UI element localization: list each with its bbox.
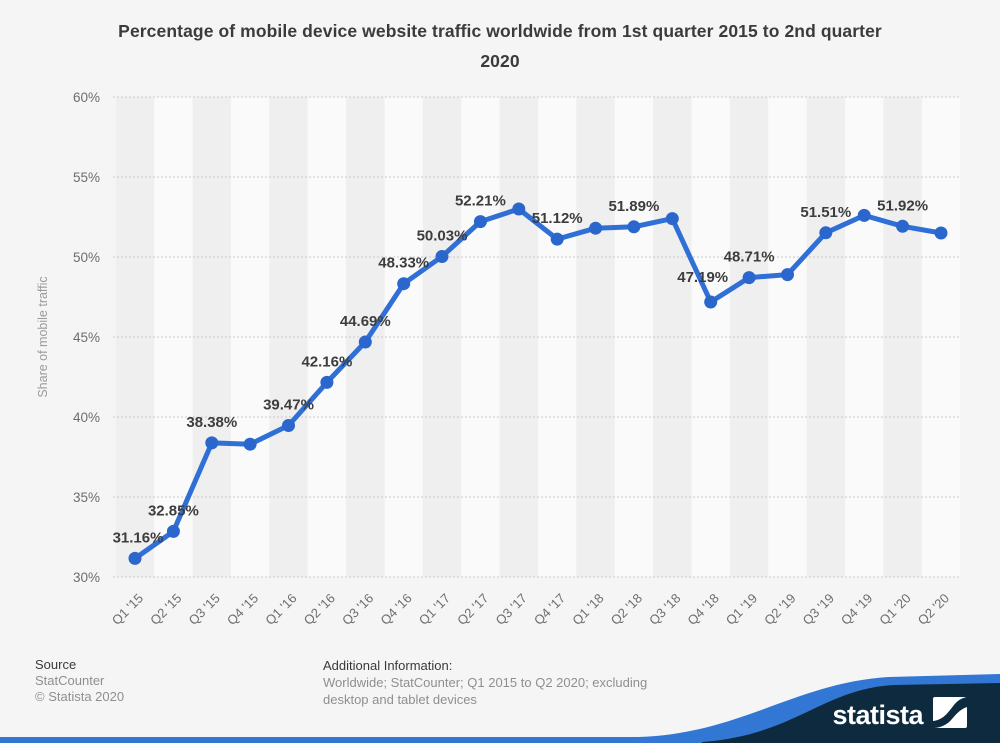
- x-tick-label: Q4 '15: [224, 591, 261, 628]
- y-tick-label: 55%: [73, 170, 100, 185]
- x-tick-label: Q1 '16: [262, 591, 299, 628]
- x-tick-label: Q3 '19: [800, 591, 837, 628]
- x-tick-label: Q2 '16: [301, 591, 338, 628]
- data-value-label: 48.71%: [724, 249, 775, 266]
- data-point: [934, 226, 948, 240]
- x-tick-label: Q1 '19: [723, 591, 760, 628]
- x-tick-label: Q1 '18: [569, 591, 606, 628]
- data-point: [320, 375, 334, 389]
- data-value-label: 32.85%: [148, 502, 199, 519]
- gridlines: [113, 96, 961, 578]
- statista-banner: statista: [0, 674, 1000, 743]
- data-point: [704, 295, 718, 309]
- x-tick-label: Q2 '15: [147, 591, 184, 628]
- x-tick-label: Q1 '20: [876, 591, 913, 628]
- additional-info-block: Additional Information: Worldwide; StatC…: [323, 657, 688, 708]
- x-tick-label: Q3 '17: [493, 591, 530, 628]
- y-tick-label: 35%: [73, 490, 100, 505]
- data-point: [742, 271, 756, 285]
- data-point: [665, 212, 679, 226]
- x-tick-label: Q2 '19: [761, 591, 798, 628]
- y-axis-title: Share of mobile traffic: [36, 276, 50, 397]
- data-value-label: 52.21%: [455, 193, 506, 210]
- data-value-label: 51.92%: [877, 197, 928, 214]
- statista-logo: statista: [832, 697, 967, 730]
- x-tick-label: Q3 '18: [646, 591, 683, 628]
- data-point: [243, 437, 257, 451]
- data-value-label: 51.89%: [608, 198, 659, 215]
- y-tick-label: 30%: [73, 570, 100, 585]
- data-value-label: 38.38%: [186, 414, 237, 431]
- data-value-label: 44.69%: [340, 313, 391, 330]
- chart-title: Percentage of mobile device website traf…: [118, 21, 882, 71]
- y-axis-tick-labels: 30% 35% 40% 45% 50% 55% 60%: [73, 90, 100, 585]
- x-tick-label: Q4 '18: [684, 591, 721, 628]
- data-point: [205, 436, 219, 450]
- data-point: [819, 226, 833, 240]
- x-axis-tick-labels: Q1 '15 Q2 '15 Q3 '15 Q4 '15 Q1 '16 Q2 '16 Q3 '…: [109, 591, 952, 628]
- data-point: [857, 208, 871, 222]
- data-point: [397, 277, 411, 291]
- x-tick-label: Q1 '17: [416, 591, 453, 628]
- data-point: [473, 215, 487, 229]
- additional-info-heading: Additional Information:: [323, 658, 453, 673]
- x-tick-label: Q4 '16: [377, 591, 414, 628]
- data-labels: 31.16% 32.85% 38.38% 39.47% 42.16% 44.69% 48.3…: [113, 193, 928, 547]
- banner-navy-wedge: [702, 683, 1000, 743]
- x-tick-label: Q2 '17: [454, 591, 491, 628]
- data-point: [512, 202, 526, 216]
- data-point: [550, 232, 564, 246]
- x-tick-label: Q4 '17: [531, 591, 568, 628]
- additional-info-text: Worldwide; StatCounter; Q1 2015 to Q2 20…: [323, 675, 648, 707]
- banner-blue-swoosh: [0, 674, 1000, 743]
- data-value-label: 31.16%: [113, 529, 164, 546]
- source-name: StatCounter: [35, 673, 105, 688]
- data-point: [896, 219, 910, 233]
- y-tick-label: 40%: [73, 410, 100, 425]
- y-tick-label: 45%: [73, 330, 100, 345]
- x-tick-label: Q1 '15: [109, 591, 146, 628]
- y-tick-label: 60%: [73, 90, 100, 105]
- source-heading: Source: [35, 657, 77, 672]
- data-value-label: 48.33%: [378, 255, 429, 272]
- data-point: [589, 221, 603, 235]
- x-tick-label: Q2 '18: [608, 591, 645, 628]
- data-point: [128, 551, 142, 565]
- source-block: Source StatCounter © Statista 2020: [35, 657, 124, 705]
- data-value-label: 47.19%: [677, 269, 728, 286]
- statista-logo-text: statista: [832, 700, 924, 730]
- data-point: [282, 419, 295, 432]
- trend-line: [132, 206, 944, 561]
- data-point: [358, 335, 372, 349]
- data-value-label: 51.12%: [532, 210, 583, 227]
- statista-logo-swoosh-icon: [933, 697, 967, 728]
- data-point: [781, 268, 794, 282]
- copyright: © Statista 2020: [35, 689, 125, 704]
- x-tick-label: Q4 '19: [838, 591, 875, 628]
- x-tick-label: Q2 '20: [915, 591, 952, 628]
- y-tick-label: 50%: [73, 250, 100, 265]
- x-tick-label: Q3 '15: [185, 591, 222, 628]
- data-series: [128, 202, 948, 565]
- data-value-label: 42.16%: [301, 353, 352, 370]
- data-value-label: 39.47%: [263, 397, 314, 414]
- data-value-label: 50.03%: [417, 228, 468, 245]
- data-point: [435, 250, 449, 263]
- data-point: [627, 220, 641, 234]
- data-point: [166, 524, 180, 538]
- data-value-label: 51.51%: [800, 204, 851, 221]
- x-tick-label: Q3 '16: [339, 591, 376, 628]
